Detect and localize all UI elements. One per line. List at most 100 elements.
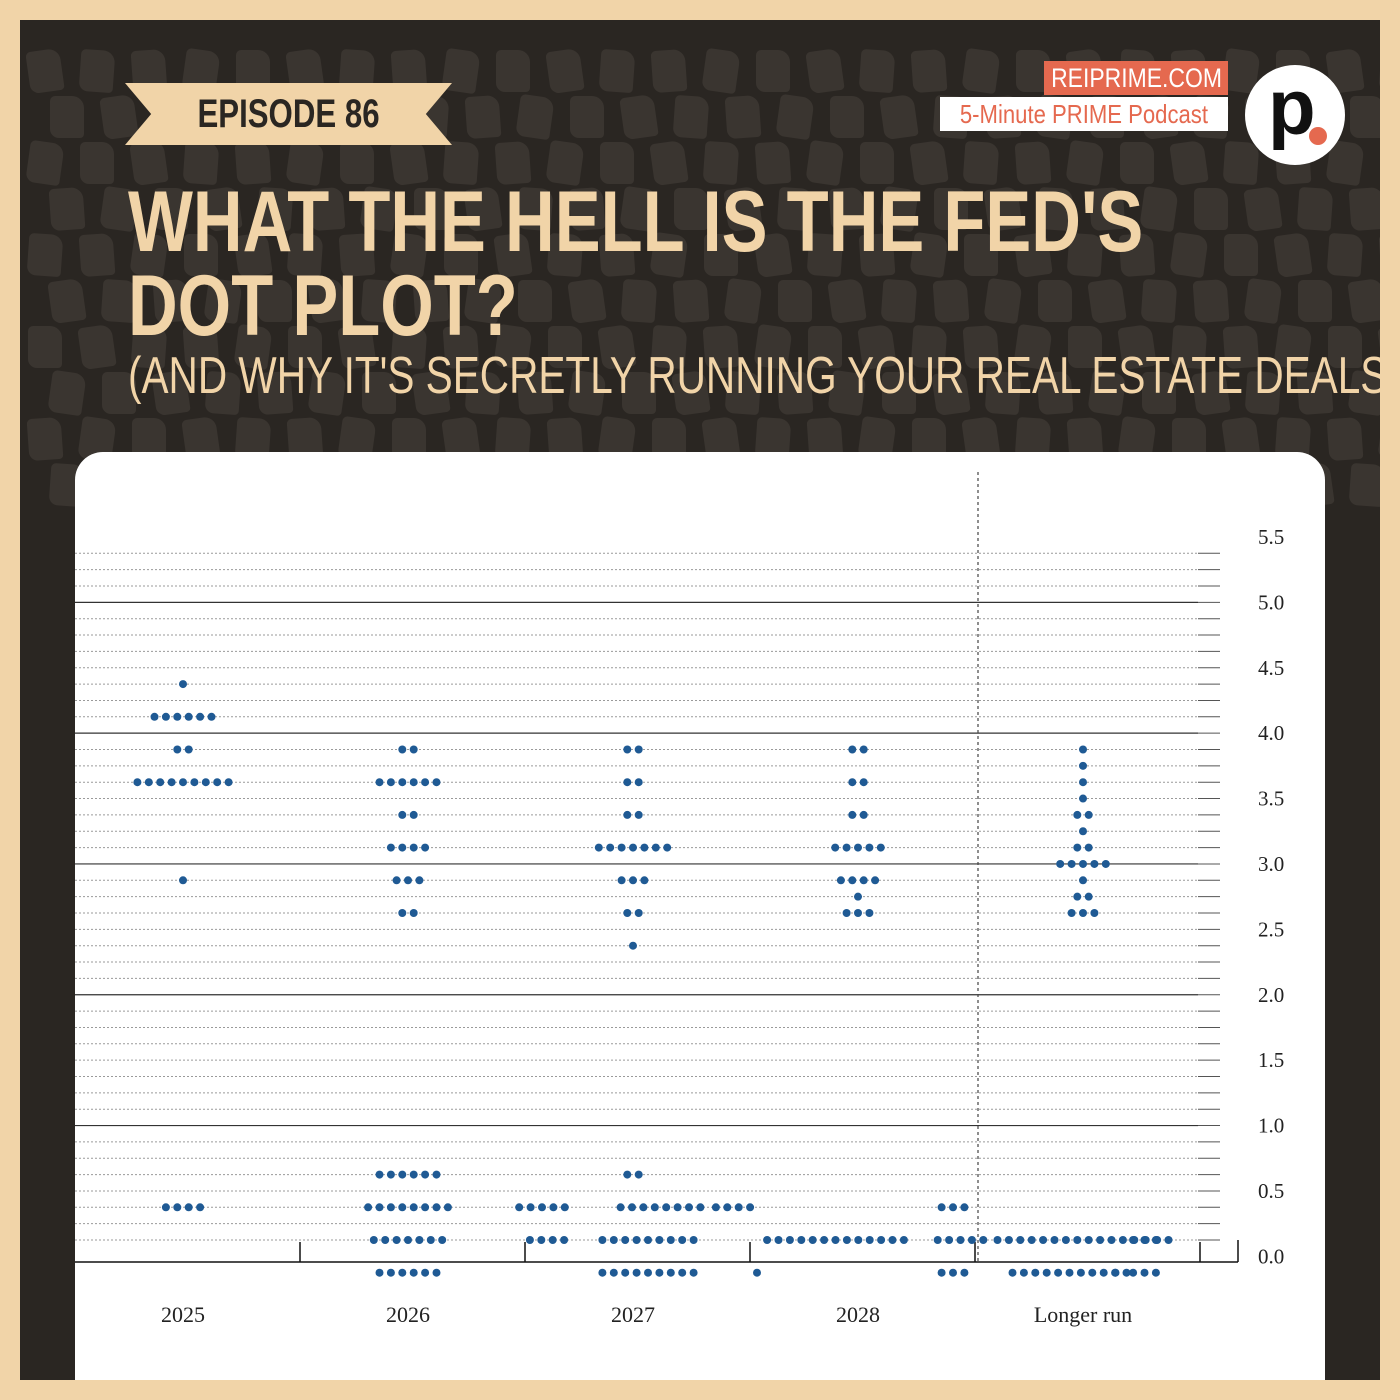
data-dot [854, 1236, 863, 1244]
data-dot [1122, 1268, 1131, 1277]
data-dot [666, 1268, 675, 1277]
data-dot [179, 680, 187, 689]
data-dot [859, 778, 868, 787]
data-dot [1151, 1236, 1160, 1244]
map-tile [910, 48, 948, 94]
map-tile [50, 96, 84, 138]
map-tile [184, 234, 218, 276]
podcast-name-badge: 5-Minute PRIME Podcast [940, 97, 1228, 131]
data-dot [1079, 794, 1087, 803]
map-tile [340, 142, 374, 184]
data-dot [1099, 1268, 1108, 1277]
data-dot [409, 843, 418, 852]
data-dot [632, 1236, 641, 1244]
data-dot [525, 1236, 534, 1244]
data-dot [634, 909, 643, 917]
data-dot [179, 778, 187, 787]
y-tick-label: 3.0 [1258, 852, 1284, 876]
data-dot [1079, 909, 1087, 917]
y-tick-label: 2.0 [1258, 983, 1284, 1007]
data-dot [639, 1203, 648, 1212]
data-dot [1140, 1268, 1149, 1277]
data-dot [696, 1203, 705, 1212]
data-dot [623, 909, 632, 917]
data-dot [734, 1203, 743, 1212]
map-tile [1068, 326, 1102, 368]
data-dot [386, 778, 395, 787]
data-dot [161, 1203, 170, 1212]
data-dot [432, 1203, 441, 1212]
data-dot [196, 1203, 205, 1212]
data-dot [848, 778, 857, 787]
data-dot [1076, 1268, 1085, 1277]
data-dot [848, 810, 857, 819]
data-dot [1079, 778, 1087, 787]
map-tile [1348, 186, 1380, 232]
brand-logo[interactable]: p [1245, 65, 1345, 165]
x-category-label: 2026 [386, 1302, 430, 1327]
data-dot [1054, 1268, 1063, 1277]
map-tile [650, 48, 688, 94]
data-dot [859, 745, 868, 754]
data-dot [173, 1203, 182, 1212]
data-dot [1050, 1236, 1059, 1244]
map-tile [830, 96, 864, 138]
data-dot [1090, 859, 1099, 868]
data-dot [1096, 1236, 1105, 1244]
data-dot [386, 1203, 395, 1212]
dot-plot-card: 0.0 0.5 1.0 1.5 2.0 2.5 3.0 3.5 4.0 4.5 5.0 5.5 2025… [75, 452, 1325, 1380]
data-dot [1151, 1268, 1160, 1277]
map-tile [1296, 186, 1334, 232]
map-tile [548, 326, 582, 368]
data-dot [515, 1203, 524, 1212]
data-dot [634, 1170, 643, 1179]
data-dot [201, 778, 210, 787]
data-dot [1039, 1236, 1048, 1244]
data-dot [651, 843, 660, 852]
map-tile [964, 234, 998, 276]
map-tile [1142, 372, 1176, 414]
map-tile [414, 188, 448, 230]
y-tick-label: 0.5 [1258, 1179, 1284, 1203]
data-dot [381, 1236, 390, 1244]
data-dot [560, 1203, 569, 1212]
map-tile [545, 47, 585, 95]
data-dot [364, 1203, 373, 1212]
data-dot [933, 1236, 942, 1244]
data-dot [398, 1268, 407, 1277]
data-dot [1079, 761, 1087, 770]
data-dot [415, 1236, 424, 1244]
map-tile [80, 142, 114, 184]
data-dot [409, 1170, 418, 1179]
data-dot [634, 810, 643, 819]
y-tick-label: 1.5 [1258, 1048, 1284, 1072]
y-tick-label: 2.5 [1258, 917, 1284, 941]
data-dot [421, 1170, 430, 1179]
x-category-label: 2027 [611, 1302, 655, 1327]
map-tile [496, 50, 530, 92]
data-dot [1065, 1268, 1074, 1277]
logo-dot-icon [1309, 127, 1327, 145]
data-dot [640, 876, 649, 885]
data-dot [663, 843, 672, 852]
dot-plot-chart: 0.0 0.5 1.0 1.5 2.0 2.5 3.0 3.5 4.0 4.5 5.0 5.5 2025… [75, 472, 1284, 1327]
map-tile [25, 47, 65, 95]
data-dot [640, 843, 649, 852]
data-dot [632, 1268, 641, 1277]
data-dot [398, 745, 407, 754]
data-dot [1073, 810, 1082, 819]
map-tile [78, 232, 116, 278]
data-dot [1140, 1236, 1149, 1244]
map-tile [775, 93, 815, 141]
data-dot [404, 876, 412, 885]
data-dot [369, 1236, 378, 1244]
data-dot [432, 778, 441, 787]
data-dot [161, 712, 170, 721]
data-dot [848, 876, 857, 885]
data-dot [150, 712, 159, 721]
site-url-link[interactable]: REIPRIME.COM [1044, 61, 1228, 95]
data-dot [179, 876, 187, 885]
data-dot [398, 843, 407, 852]
data-dot [753, 1268, 761, 1277]
headline: WHAT THE HELL IS THE FED'S DOT PLOT? [128, 174, 1144, 354]
